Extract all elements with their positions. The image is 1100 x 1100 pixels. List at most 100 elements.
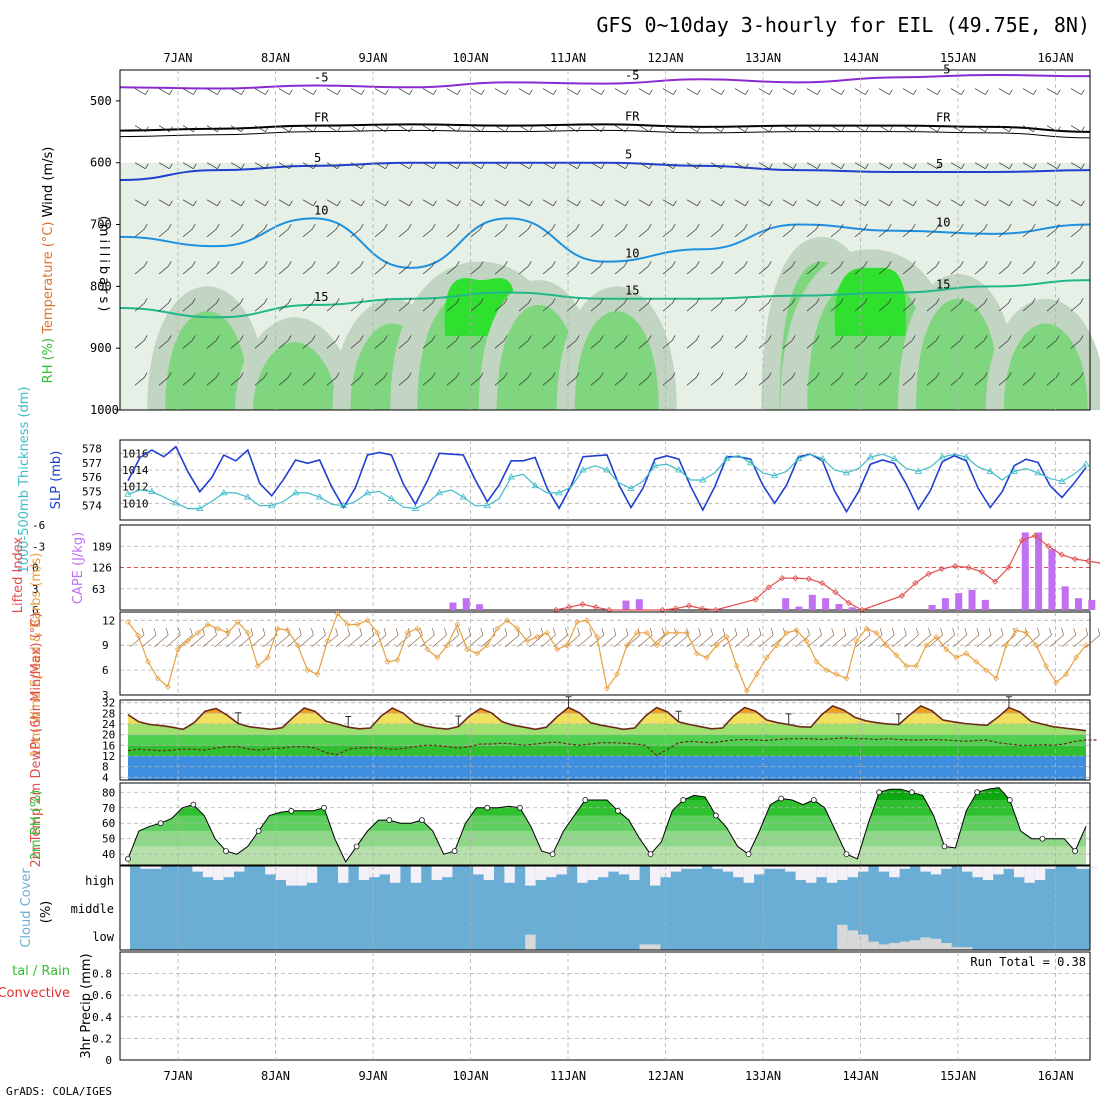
wind-barb xyxy=(878,199,893,207)
wind-barb-10m xyxy=(734,627,750,648)
wind-barb xyxy=(854,261,868,275)
wind-barb xyxy=(494,199,509,207)
wind-barb xyxy=(854,162,869,170)
wind-barb xyxy=(782,335,796,349)
upper-ylabel-units: (millibars) xyxy=(96,216,111,315)
wind-barb xyxy=(686,224,700,238)
wind-tick: 6 xyxy=(102,664,109,677)
y-tick-label: 700 xyxy=(90,218,112,232)
wind-barb xyxy=(278,261,292,275)
wind-barb xyxy=(422,224,436,238)
wind-speed-marker xyxy=(733,662,740,669)
x-tick-label-bottom: 12JAN xyxy=(647,1069,683,1083)
wind-barb xyxy=(1046,298,1060,312)
x-tick-label-bottom: 16JAN xyxy=(1037,1069,1073,1083)
rh2m-panel: 40 50 60 70 80 2m RH (%) xyxy=(29,782,1091,866)
cloud-high-gap xyxy=(1014,866,1025,878)
thickness-marker xyxy=(651,461,659,469)
wind-speed-marker xyxy=(574,618,581,625)
wind-barb xyxy=(878,298,892,312)
wind-barb xyxy=(662,372,676,386)
thickness-marker xyxy=(220,489,228,496)
wind-barb-10m xyxy=(154,627,169,648)
cloud-low-bar xyxy=(650,944,661,950)
wind-barb xyxy=(134,335,148,349)
wind-speed-marker xyxy=(374,629,381,636)
wind-barb xyxy=(470,372,484,386)
cloud-high-gap xyxy=(972,866,983,878)
cloud-high-gap xyxy=(1076,866,1087,869)
thickness-marker xyxy=(148,487,156,494)
contour-label: -5 xyxy=(625,69,639,83)
wind-barb-10m xyxy=(129,627,145,648)
x-tick-label-top: 9JAN xyxy=(359,51,388,65)
thickness-marker xyxy=(842,469,851,476)
wind-barb xyxy=(542,162,557,170)
cloud-high-gap xyxy=(483,866,494,880)
contour-label: -5 xyxy=(936,62,950,76)
rh-marker xyxy=(1039,835,1046,842)
wind-barb-10m xyxy=(988,627,1004,648)
wind-barb xyxy=(614,125,629,132)
wind-speed-marker xyxy=(294,642,301,649)
wind-speed-marker xyxy=(1033,642,1040,649)
wind-speed-marker xyxy=(534,633,541,640)
temp-band xyxy=(128,756,1086,780)
wind-barb xyxy=(974,125,989,132)
thickness-tick: 575 xyxy=(82,485,102,498)
thickness-marker xyxy=(794,454,803,461)
wind-barb xyxy=(1070,298,1084,312)
wind-barb-10m xyxy=(940,627,956,648)
contour-label: 10 xyxy=(625,247,639,261)
cape-bar xyxy=(622,600,630,610)
wind-barb xyxy=(398,261,412,275)
upper-frame xyxy=(119,69,1091,411)
wind-speed-marker xyxy=(823,667,830,674)
wind-barb xyxy=(518,335,532,349)
wind-barb xyxy=(686,335,700,349)
wind-barb xyxy=(974,162,989,170)
thickness-tick: 576 xyxy=(82,471,102,484)
rh-marker xyxy=(419,817,425,823)
temp-band xyxy=(128,713,1086,724)
cloud-high-gap xyxy=(691,866,702,869)
wind-speed-line xyxy=(127,612,1087,693)
precip-tick: 0.6 xyxy=(92,989,112,1002)
wind-barb xyxy=(758,335,772,349)
lifted-marker xyxy=(566,604,573,611)
wind-barb xyxy=(206,372,220,386)
lifted-marker xyxy=(672,605,679,612)
rh-shade-90 xyxy=(834,267,907,336)
temp-tick: 20 xyxy=(102,729,115,742)
cloud-low-bar xyxy=(868,941,879,950)
wind-barb xyxy=(542,88,557,95)
wind-barb-10m xyxy=(892,627,907,648)
contour-label: 5 xyxy=(314,151,321,165)
cape-bar xyxy=(848,607,856,610)
cloud-high-gap xyxy=(629,866,640,880)
wind-speed-marker xyxy=(264,654,271,661)
wind-barb-10m xyxy=(1049,627,1064,648)
wind-barb-10m xyxy=(432,627,447,648)
precip-ylabel-total: tal / Rain xyxy=(12,964,70,979)
wind-barb xyxy=(950,199,965,207)
cloud-high-gap xyxy=(608,866,619,872)
wind-barb xyxy=(998,298,1012,312)
wind-barb-10m xyxy=(178,627,193,648)
x-tick-label-top: 16JAN xyxy=(1037,51,1073,65)
lifted-marker xyxy=(1005,564,1012,571)
wind-barb xyxy=(686,261,700,275)
wind-barb xyxy=(806,199,821,207)
rh-marker xyxy=(843,851,850,858)
x-tick-label-bottom: 13JAN xyxy=(745,1069,781,1083)
x-tick-label-bottom: 8JAN xyxy=(261,1069,290,1083)
wind-barb xyxy=(350,125,365,132)
wind-barb-10m xyxy=(444,627,459,648)
rh-marker xyxy=(974,789,980,796)
cloud-ylabel: Cloud Cover xyxy=(19,868,34,948)
wind-barb xyxy=(470,88,485,95)
wind-barb-10m xyxy=(250,627,266,648)
wind-barb xyxy=(998,335,1012,349)
wind-speed-marker xyxy=(983,667,990,674)
cloud-high-gap xyxy=(223,866,234,878)
